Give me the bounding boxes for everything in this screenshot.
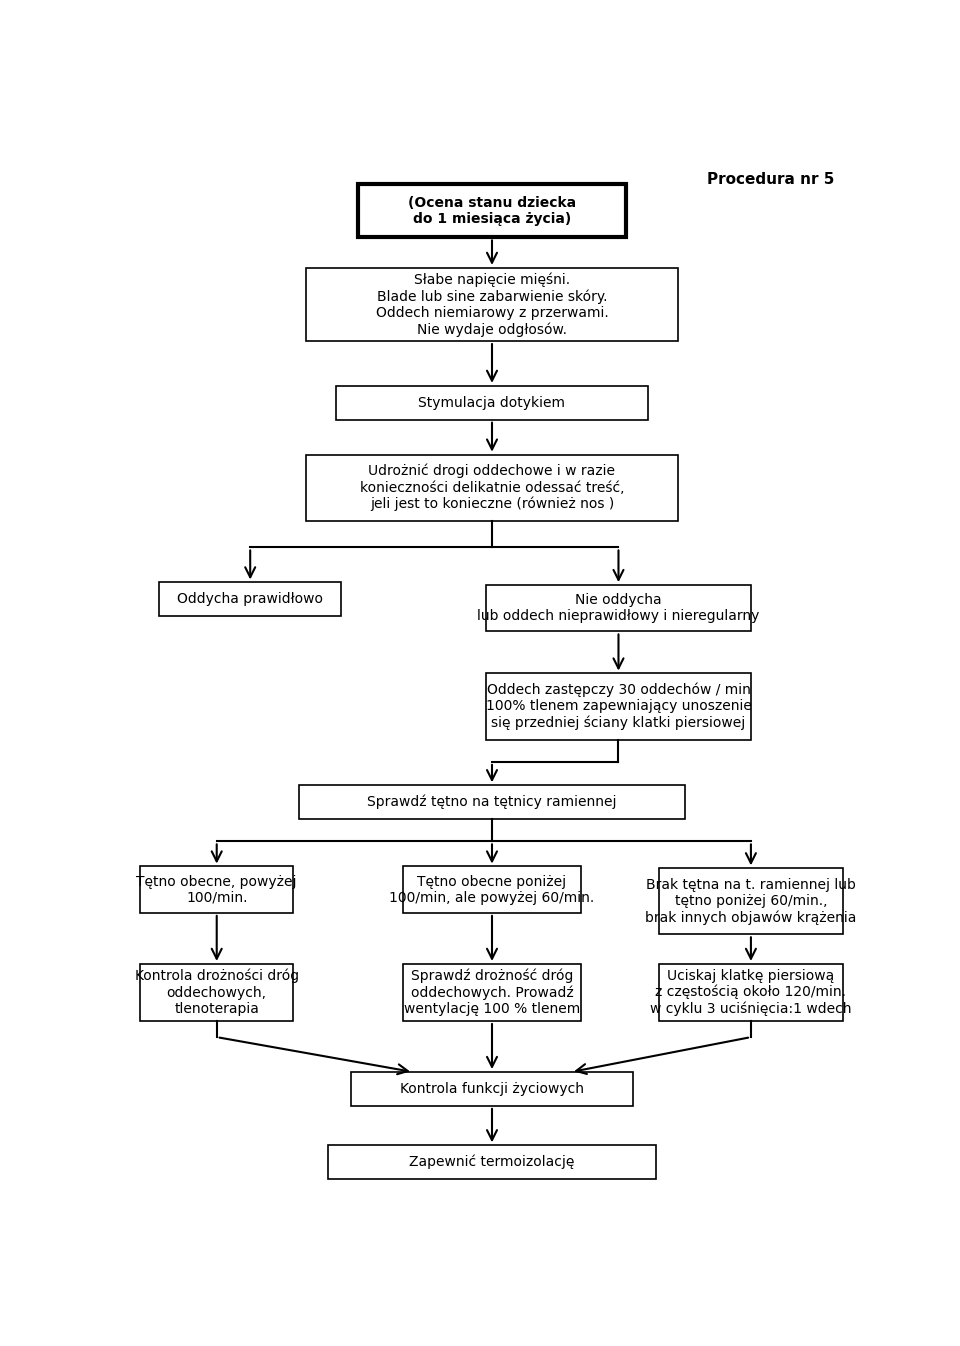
Text: Kontrola funkcji życiowych: Kontrola funkcji życiowych bbox=[400, 1082, 584, 1096]
Text: Sprawdź tętno na tętnicy ramiennej: Sprawdź tętno na tętnicy ramiennej bbox=[368, 795, 616, 809]
FancyBboxPatch shape bbox=[659, 868, 843, 934]
FancyBboxPatch shape bbox=[358, 184, 626, 237]
Text: Oddech zastępczy 30 oddechów / min
100% tlenem zapewniający unoszenie
się przedn: Oddech zastępczy 30 oddechów / min 100% … bbox=[486, 682, 752, 731]
FancyBboxPatch shape bbox=[487, 673, 751, 739]
FancyBboxPatch shape bbox=[306, 455, 678, 521]
Text: Uciskaj klatkę piersiową
z częstością około 120/min.
w cyklu 3 uciśnięcia:1 wdec: Uciskaj klatkę piersiową z częstością ok… bbox=[650, 969, 852, 1016]
Text: Słabe napięcie mięśni.
Blade lub sine zabarwienie skóry.
Oddech niemiarowy z prz: Słabe napięcie mięśni. Blade lub sine za… bbox=[375, 272, 609, 336]
FancyBboxPatch shape bbox=[403, 867, 581, 913]
Text: Oddycha prawidłowo: Oddycha prawidłowo bbox=[178, 592, 324, 606]
FancyBboxPatch shape bbox=[403, 964, 581, 1022]
FancyBboxPatch shape bbox=[140, 867, 293, 913]
FancyBboxPatch shape bbox=[328, 1145, 656, 1179]
Text: Tętno obecne, powyżej
100/min.: Tętno obecne, powyżej 100/min. bbox=[136, 875, 297, 905]
Text: Nie oddycha
lub oddech nieprawidłowy i nieregularny: Nie oddycha lub oddech nieprawidłowy i n… bbox=[477, 594, 759, 623]
FancyBboxPatch shape bbox=[350, 1071, 634, 1106]
FancyBboxPatch shape bbox=[336, 386, 648, 420]
Text: Zapewnić termoizolację: Zapewnić termoizolację bbox=[409, 1155, 575, 1170]
Text: Brak tętna na t. ramiennej lub
tętno poniżej 60/min.,
brak innych objawów krążen: Brak tętna na t. ramiennej lub tętno pon… bbox=[645, 878, 856, 925]
Text: Kontrola drożności dróg
oddechowych,
tlenoterapia: Kontrola drożności dróg oddechowych, tle… bbox=[134, 969, 299, 1016]
FancyBboxPatch shape bbox=[159, 583, 342, 616]
FancyBboxPatch shape bbox=[659, 964, 843, 1022]
FancyBboxPatch shape bbox=[306, 268, 678, 341]
Text: (Ocena stanu dziecka
do 1 miesiąca życia): (Ocena stanu dziecka do 1 miesiąca życia… bbox=[408, 195, 576, 226]
Text: Stymulacja dotykiem: Stymulacja dotykiem bbox=[419, 396, 565, 409]
Text: Sprawdź drożność dróg
oddechowych. Prowadź
wentylację 100 % tlenem: Sprawdź drożność dróg oddechowych. Prowa… bbox=[404, 969, 580, 1016]
FancyBboxPatch shape bbox=[299, 785, 685, 820]
Text: Tętno obecne poniżej
100/min, ale powyżej 60/min.: Tętno obecne poniżej 100/min, ale powyże… bbox=[390, 875, 594, 905]
FancyBboxPatch shape bbox=[140, 964, 293, 1022]
FancyBboxPatch shape bbox=[487, 586, 751, 631]
Text: Udrożnić drogi oddechowe i w razie
konieczności delikatnie odessać treść,
jeli j: Udrożnić drogi oddechowe i w razie konie… bbox=[360, 464, 624, 511]
Text: Procedura nr 5: Procedura nr 5 bbox=[707, 172, 834, 187]
